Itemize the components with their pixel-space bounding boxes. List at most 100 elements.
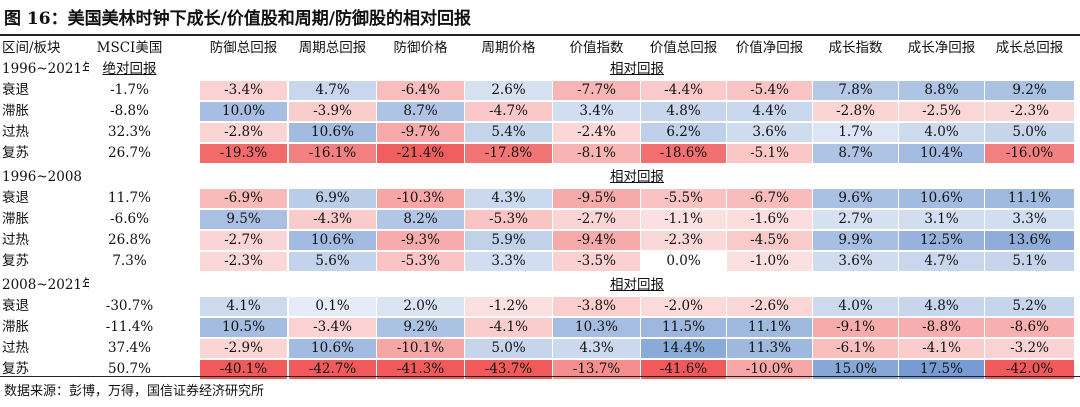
phase-label: 滞胀 (2, 103, 29, 119)
period-label: 1996~2008 (2, 169, 83, 185)
relative-return-label: 相对回报 (610, 169, 664, 185)
phase-label: 滞胀 (2, 319, 29, 335)
period-label: 2008~2021年 (2, 277, 89, 293)
figure-title: 图 16：美国美林时钟下成长/价值股和周期/防御股的相对回报 (4, 9, 471, 29)
return-cell: 15.0% (813, 360, 898, 379)
table-row: 复苏 50.7% -40.1% -42.7% -41.3% -43.7% -13.7% -41… (0, 359, 1080, 380)
return-cell: -2.3% (200, 252, 287, 271)
column-header: 周期价格 (481, 40, 536, 56)
msci-return: -8.8% (110, 103, 149, 119)
return-cell: 3.6% (813, 252, 898, 271)
return-cell: -9.5% (553, 189, 640, 208)
return-cell: 3.3% (985, 210, 1074, 229)
return-cell: 10.0% (200, 102, 287, 121)
phase-label: 复苏 (2, 253, 29, 269)
phase-label: 过热 (2, 124, 29, 140)
return-cell: -4.1% (465, 318, 552, 337)
return-cell: 5.1% (985, 252, 1074, 271)
return-cell: -18.6% (641, 144, 726, 163)
return-cell: 6.9% (289, 189, 376, 208)
return-cell: 0.0% (641, 252, 726, 271)
return-cell: 3.1% (899, 210, 984, 229)
return-cell: -41.6% (641, 360, 726, 379)
msci-return: -6.6% (110, 211, 149, 227)
return-cell: 9.2% (377, 318, 464, 337)
column-header: 价值总回报 (649, 40, 718, 56)
return-cell: 13.6% (985, 231, 1074, 250)
return-cell: 4.0% (813, 297, 898, 316)
period-row: 1996~2008 相对回报 (0, 167, 1080, 188)
msci-return: -1.7% (110, 82, 149, 98)
return-cell: -1.1% (641, 210, 726, 229)
return-cell: -2.6% (727, 297, 812, 316)
phase-label: 滞胀 (2, 211, 29, 227)
return-cell: -6.9% (200, 189, 287, 208)
source-note: 数据来源：彭博，万得，国信证券经济研究所 (4, 384, 265, 399)
return-cell: -5.4% (727, 81, 812, 100)
return-cell: 4.1% (200, 297, 287, 316)
return-cell: 5.2% (985, 297, 1074, 316)
phase-label: 复苏 (2, 145, 29, 161)
relative-return-label: 相对回报 (610, 61, 664, 77)
return-cell: -4.1% (899, 339, 984, 358)
return-cell: -2.8% (813, 102, 898, 121)
header-row: 区间/板块 MSCI美国 防御总回报 周期总回报 防御价格 周期价格 价值指数 价值总回报 价值… (0, 38, 1080, 59)
return-cell: -17.8% (465, 144, 552, 163)
column-header: 价值净回报 (735, 40, 804, 56)
return-cell: -13.7% (553, 360, 640, 379)
return-cell: -1.0% (727, 252, 812, 271)
phase-label: 复苏 (2, 361, 29, 377)
table-row: 滞胀 -8.8% 10.0% -3.9% 8.7% -4.7% 3.4% 4.8% 4.4% -2… (0, 101, 1080, 122)
column-header: 防御价格 (393, 40, 448, 56)
column-header: 周期总回报 (298, 40, 367, 56)
phase-label: 衰退 (2, 190, 29, 206)
return-cell: -3.2% (985, 339, 1074, 358)
return-cell: -6.4% (377, 81, 464, 100)
relative-return-label: 相对回报 (610, 277, 664, 293)
return-cell: -42.0% (985, 360, 1074, 379)
msci-return: 26.8% (108, 232, 151, 248)
return-cell: 9.9% (813, 231, 898, 250)
return-cell: 10.3% (553, 318, 640, 337)
phase-label: 衰退 (2, 298, 29, 314)
return-cell: -8.6% (985, 318, 1074, 337)
return-cell: 8.7% (377, 102, 464, 121)
column-header: MSCI美国 (96, 40, 163, 56)
msci-return: 7.3% (112, 253, 147, 269)
return-cell: -5.3% (465, 210, 552, 229)
absolute-return-label: 绝对回报 (102, 61, 157, 77)
column-header: 成长总回报 (995, 40, 1064, 56)
return-cell: -2.0% (641, 297, 726, 316)
return-cell: 17.5% (899, 360, 984, 379)
return-cell: 3.3% (465, 252, 552, 271)
msci-return: -30.7% (105, 298, 154, 314)
return-cell: 2.6% (465, 81, 552, 100)
phase-label: 过热 (2, 340, 29, 356)
return-cell: 10.6% (899, 189, 984, 208)
return-cell: -6.1% (813, 339, 898, 358)
return-cell: -9.7% (377, 123, 464, 142)
return-cell: 14.4% (641, 339, 726, 358)
column-header: 区间/板块 (2, 40, 61, 56)
phase-label: 衰退 (2, 82, 29, 98)
return-cell: -21.4% (377, 144, 464, 163)
table-row: 过热 26.8% -2.7% 10.6% -9.3% 5.9% -9.4% -2.3% -4.5… (0, 230, 1080, 251)
msci-return: 50.7% (108, 361, 151, 377)
column-header: 价值指数 (569, 40, 624, 56)
return-cell: -5.1% (727, 144, 812, 163)
return-cell: 11.5% (641, 318, 726, 337)
return-cell: -2.3% (985, 102, 1074, 121)
msci-return: 26.7% (108, 145, 151, 161)
return-cell: -3.8% (553, 297, 640, 316)
return-cell: 6.2% (641, 123, 726, 142)
return-cell: 10.6% (289, 231, 376, 250)
return-cell: 10.4% (899, 144, 984, 163)
return-cell: 0.1% (289, 297, 376, 316)
return-cell: 2.0% (377, 297, 464, 316)
return-cell: 4.7% (899, 252, 984, 271)
return-cell: -3.5% (553, 252, 640, 271)
return-cell: 3.6% (727, 123, 812, 142)
table-row: 滞胀 -6.6% 9.5% -4.3% 8.2% -5.3% -2.7% -1.1% -1.6%… (0, 209, 1080, 230)
period-label: 1996~2021年 (2, 61, 89, 77)
return-cell: -41.3% (377, 360, 464, 379)
